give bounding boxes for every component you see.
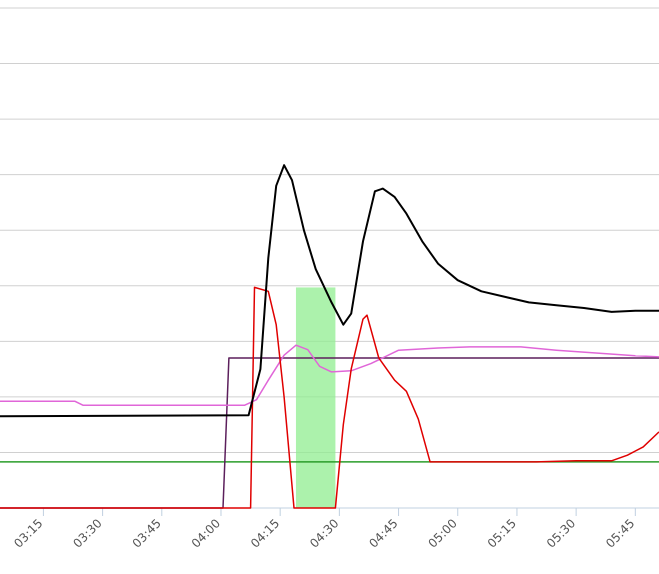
x-tick-label: 04:15 [248,516,282,550]
x-tick-label: 04:30 [307,516,341,550]
series-line [0,164,659,418]
highlight-band [295,287,336,508]
x-tick-label: 05:45 [603,516,637,550]
x-tick-label: 04:45 [366,516,400,550]
x-tick-label: 03:30 [70,516,104,550]
series-line [0,286,659,509]
x-tick-label: 03:15 [11,516,45,550]
x-tick-label: 05:00 [426,516,460,550]
x-tick-label: 05:15 [485,516,519,550]
x-tick-label: 03:45 [130,516,164,550]
x-tick-label: 04:00 [189,516,223,550]
x-tick-label: 05:30 [544,516,578,550]
series-line [0,344,659,406]
